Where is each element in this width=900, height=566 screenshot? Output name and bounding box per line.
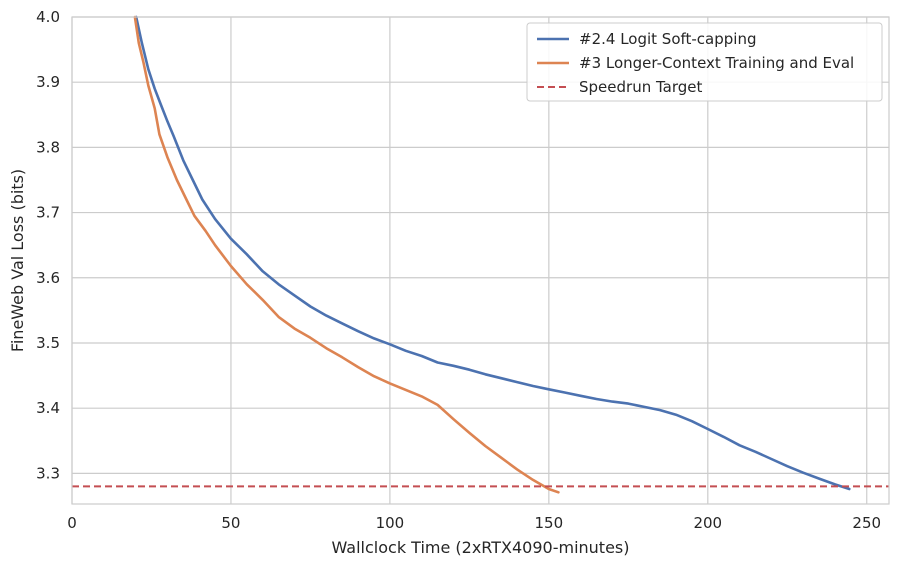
y-tick-label: 3.8 [36,138,60,156]
y-tick-label: 3.4 [36,399,60,417]
x-tick-label: 0 [67,514,77,532]
y-tick-label: 3.7 [36,204,60,222]
legend-label: #3 Longer-Context Training and Eval [579,54,854,72]
y-tick-label: 3.3 [36,464,60,482]
tick-labels: 0 50 100 150 200 250 3.3 3.4 3.5 3.6 3.7 3.8 3.9 4.0 [36,8,881,532]
series-line-1 [133,15,560,494]
legend-label: Speedrun Target [579,78,702,96]
legend-frame [526,22,883,102]
legend: #2.4 Logit Soft-capping #3 Longer-Context… [526,22,883,102]
x-tick-label: 200 [693,514,722,532]
plot-frame [71,16,890,505]
legend-label: #2.4 Logit Soft-capping [579,30,757,48]
x-tick-label: 50 [221,514,240,532]
y-tick-label: 3.9 [36,73,60,91]
series-line-0 [134,15,851,491]
series-lines [72,15,889,494]
x-tick-label: 100 [376,514,405,532]
x-axis-label: Wallclock Time (2xRTX4090-minutes) [332,538,630,557]
y-tick-label: 3.5 [36,334,60,352]
y-tick-label: 4.0 [36,8,60,26]
x-tick-label: 250 [852,514,881,532]
y-axis-label: FineWeb Val Loss (bits) [8,169,27,352]
y-tick-label: 3.6 [36,269,60,287]
x-tick-label: 150 [535,514,564,532]
